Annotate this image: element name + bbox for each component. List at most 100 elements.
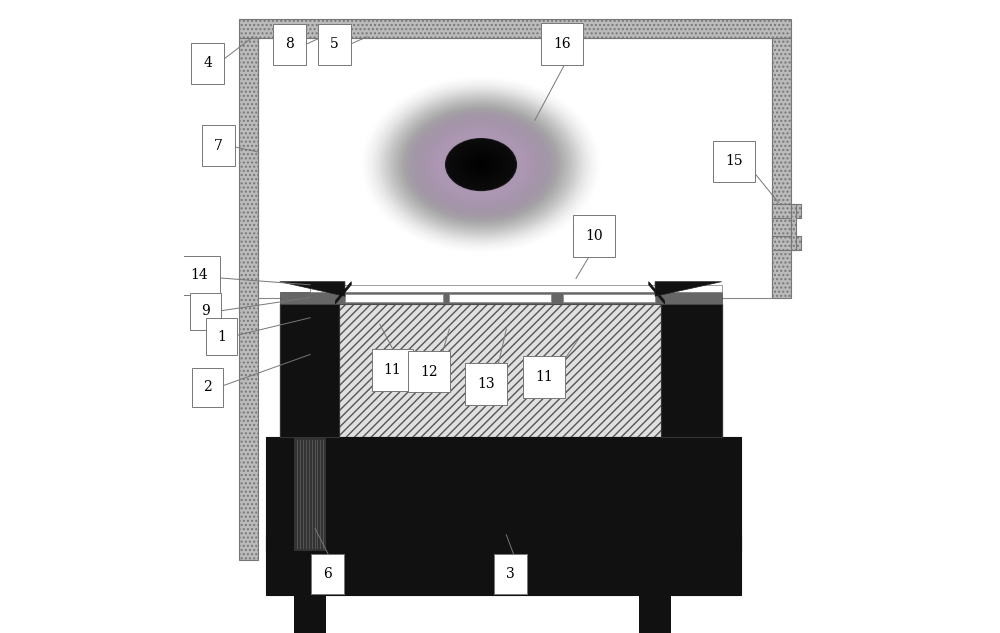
Ellipse shape bbox=[463, 151, 499, 178]
Ellipse shape bbox=[387, 95, 575, 234]
Ellipse shape bbox=[364, 78, 598, 251]
Ellipse shape bbox=[414, 115, 548, 214]
Ellipse shape bbox=[471, 157, 491, 172]
Ellipse shape bbox=[436, 132, 526, 197]
Ellipse shape bbox=[373, 85, 589, 244]
Ellipse shape bbox=[388, 96, 574, 233]
Ellipse shape bbox=[431, 128, 531, 201]
Ellipse shape bbox=[416, 116, 546, 213]
Ellipse shape bbox=[449, 141, 513, 189]
Ellipse shape bbox=[448, 140, 515, 189]
Ellipse shape bbox=[393, 99, 569, 230]
Ellipse shape bbox=[469, 156, 493, 173]
Ellipse shape bbox=[451, 142, 511, 187]
Ellipse shape bbox=[370, 83, 592, 246]
FancyBboxPatch shape bbox=[408, 351, 450, 392]
Text: 15: 15 bbox=[725, 154, 743, 168]
FancyBboxPatch shape bbox=[192, 368, 223, 407]
Ellipse shape bbox=[443, 137, 519, 192]
Ellipse shape bbox=[455, 146, 507, 184]
Bar bbox=[258, 38, 772, 298]
Ellipse shape bbox=[464, 153, 498, 177]
Bar bbox=[310, 285, 344, 292]
Ellipse shape bbox=[466, 153, 496, 176]
Bar bbox=[639, 437, 671, 551]
FancyBboxPatch shape bbox=[318, 24, 351, 65]
FancyBboxPatch shape bbox=[178, 256, 220, 295]
Ellipse shape bbox=[458, 147, 504, 182]
Ellipse shape bbox=[377, 88, 585, 241]
Bar bbox=[239, 19, 791, 38]
Bar bbox=[339, 285, 661, 437]
Ellipse shape bbox=[408, 111, 554, 218]
Ellipse shape bbox=[479, 163, 483, 166]
Ellipse shape bbox=[384, 93, 578, 236]
Ellipse shape bbox=[473, 159, 489, 170]
Ellipse shape bbox=[367, 80, 595, 249]
Ellipse shape bbox=[461, 150, 501, 179]
Ellipse shape bbox=[403, 107, 559, 222]
Ellipse shape bbox=[445, 138, 517, 191]
Ellipse shape bbox=[416, 116, 546, 213]
FancyBboxPatch shape bbox=[206, 318, 237, 356]
Text: 14: 14 bbox=[190, 268, 208, 282]
Bar bbox=[266, 535, 741, 595]
Ellipse shape bbox=[478, 162, 484, 167]
Bar bbox=[294, 437, 326, 551]
Ellipse shape bbox=[409, 112, 553, 217]
FancyBboxPatch shape bbox=[202, 125, 235, 166]
Ellipse shape bbox=[402, 106, 560, 223]
Text: 12: 12 bbox=[420, 365, 438, 379]
Ellipse shape bbox=[381, 91, 581, 239]
Ellipse shape bbox=[474, 159, 488, 170]
Ellipse shape bbox=[400, 105, 562, 224]
Bar bbox=[310, 285, 661, 292]
Bar bbox=[661, 304, 722, 437]
FancyBboxPatch shape bbox=[541, 23, 583, 65]
Ellipse shape bbox=[423, 122, 539, 207]
Ellipse shape bbox=[438, 133, 524, 196]
Ellipse shape bbox=[405, 108, 557, 221]
FancyBboxPatch shape bbox=[190, 292, 221, 330]
Ellipse shape bbox=[397, 103, 565, 226]
Ellipse shape bbox=[470, 157, 492, 172]
FancyBboxPatch shape bbox=[311, 554, 344, 594]
Bar bbox=[266, 437, 741, 551]
Text: 11: 11 bbox=[535, 370, 553, 384]
Text: 11: 11 bbox=[384, 363, 401, 377]
Ellipse shape bbox=[406, 110, 556, 220]
Bar bbox=[772, 38, 791, 298]
Ellipse shape bbox=[470, 156, 492, 173]
Ellipse shape bbox=[379, 89, 583, 240]
Ellipse shape bbox=[418, 118, 544, 211]
Ellipse shape bbox=[444, 137, 518, 192]
Ellipse shape bbox=[454, 144, 508, 185]
Bar bbox=[280, 304, 339, 437]
Text: 1: 1 bbox=[217, 330, 226, 344]
Ellipse shape bbox=[451, 142, 511, 187]
Ellipse shape bbox=[428, 125, 534, 204]
Text: 13: 13 bbox=[477, 377, 495, 391]
Ellipse shape bbox=[476, 161, 486, 168]
Ellipse shape bbox=[365, 79, 597, 250]
Ellipse shape bbox=[449, 141, 513, 188]
Ellipse shape bbox=[399, 104, 563, 225]
Ellipse shape bbox=[413, 115, 549, 215]
Ellipse shape bbox=[446, 139, 516, 191]
Ellipse shape bbox=[361, 76, 601, 253]
FancyBboxPatch shape bbox=[191, 43, 224, 84]
Ellipse shape bbox=[454, 144, 508, 185]
Ellipse shape bbox=[408, 111, 554, 218]
Ellipse shape bbox=[446, 139, 516, 191]
Ellipse shape bbox=[405, 109, 557, 220]
Ellipse shape bbox=[440, 134, 522, 195]
Ellipse shape bbox=[434, 130, 528, 199]
Ellipse shape bbox=[465, 153, 497, 177]
Polygon shape bbox=[655, 282, 722, 296]
Ellipse shape bbox=[403, 108, 559, 222]
Ellipse shape bbox=[464, 152, 498, 177]
Ellipse shape bbox=[390, 97, 572, 232]
Ellipse shape bbox=[421, 120, 541, 209]
Text: 5: 5 bbox=[330, 37, 339, 51]
Ellipse shape bbox=[426, 124, 536, 205]
